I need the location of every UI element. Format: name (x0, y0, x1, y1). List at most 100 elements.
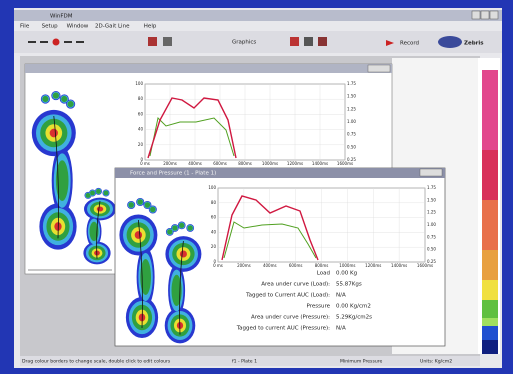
readout-label: Load (317, 271, 330, 277)
y-tick-label: 60 (211, 215, 217, 220)
app-title: WinFDM (50, 14, 73, 20)
y-tick-label: 80 (138, 96, 144, 101)
color-scale[interactable] (482, 70, 498, 354)
toe (179, 223, 184, 228)
y2-tick-label: 1.50 (347, 94, 356, 99)
record-button[interactable]: Record (400, 41, 419, 47)
front-window-title: Force and Pressure (1 - Plate 1) (130, 171, 216, 177)
x-tick-label: 1600ms (417, 263, 433, 268)
save-icon[interactable] (148, 37, 157, 46)
toe (128, 202, 133, 207)
scale-band (482, 300, 498, 318)
menu-item[interactable]: Setup (42, 24, 59, 30)
menu-item[interactable]: Help (144, 24, 157, 30)
x-tick-label: 1200ms (365, 263, 381, 268)
scale-band (482, 280, 498, 300)
y2-tick-label: 1.75 (427, 185, 436, 190)
toe (68, 101, 74, 107)
x-tick-label: 0 ms (140, 161, 150, 166)
forefoot-zone (50, 129, 58, 138)
toe (188, 225, 193, 230)
doc-icon[interactable] (304, 37, 313, 46)
y-tick-label: 80 (211, 200, 217, 205)
readout-label: Area under curve (Pressure): (251, 315, 330, 321)
x-tick-label: 200ms (237, 263, 251, 268)
y2-tick-label: 1.25 (427, 210, 436, 215)
readout-value: N/A (336, 326, 346, 332)
y-tick-label: 20 (211, 244, 217, 249)
toolbar (14, 31, 502, 53)
graphics-dropdown[interactable]: Graphics (232, 40, 256, 46)
x-tick-label: 400ms (263, 263, 277, 268)
x-tick-label: 200ms (163, 161, 177, 166)
y2-tick-label: 1.75 (347, 81, 356, 86)
menu-item[interactable]: File (20, 24, 30, 30)
window-controls[interactable] (368, 65, 390, 72)
toe (104, 191, 109, 196)
readout-value: N/A (336, 293, 346, 299)
stop-icon[interactable] (53, 39, 60, 46)
forefoot-zone (97, 206, 104, 211)
toe (61, 96, 67, 102)
x-tick-label: 1200ms (287, 161, 303, 166)
export-icon[interactable] (318, 37, 327, 46)
layout-icon[interactable] (290, 37, 299, 46)
back-window-titlebar (25, 64, 392, 73)
x-tick-label: 1000ms (339, 263, 355, 268)
x-tick-label: 0 ms (213, 263, 223, 268)
y-tick-label: 20 (138, 142, 144, 147)
x-tick-label: 600ms (213, 161, 227, 166)
x-tick-label: 600ms (289, 263, 303, 268)
logo-text: Zebris (464, 41, 484, 47)
y2-tick-label: 1.25 (347, 106, 356, 111)
scale-band (482, 326, 498, 340)
minimize-button[interactable] (472, 11, 480, 19)
forefoot-zone (135, 231, 142, 239)
status-field: Minimum Pressure (340, 359, 383, 365)
readout-label: Area under curve (Load): (261, 282, 330, 288)
scale-band (482, 250, 498, 280)
pressure-chart: 1008060402001.751.501.251.000.750.500.25… (208, 185, 436, 268)
logo-mark (438, 36, 462, 48)
y2-tick-label: 0.50 (427, 247, 436, 252)
toe (145, 202, 150, 207)
status-field: f1 - Plate 1 (232, 359, 257, 365)
title-bar (14, 10, 502, 21)
readout-label: Tagged to current AUC (Pressure): (236, 326, 330, 332)
readout-value: 55.87Kgs (336, 282, 362, 288)
y2-tick-label: 0.75 (347, 132, 356, 137)
y-tick-label: 40 (211, 229, 217, 234)
toe (150, 207, 155, 212)
y-tick-label: 40 (138, 127, 144, 132)
scale-band (482, 200, 498, 250)
maximize-button[interactable] (481, 11, 489, 19)
window-controls[interactable] (420, 169, 442, 176)
y2-tick-label: 1.00 (427, 222, 436, 227)
status-field: Drag colour borders to change scale, dou… (22, 359, 171, 365)
forefoot-zone (180, 250, 187, 257)
print-icon[interactable] (163, 37, 172, 46)
scale-band (482, 318, 498, 326)
toe (53, 93, 59, 99)
scale-band (482, 150, 498, 200)
readout-value: 0.00 Kg (336, 271, 357, 277)
y-tick-label: 100 (135, 81, 143, 86)
y2-tick-label: 1.00 (347, 119, 356, 124)
close-button[interactable] (490, 11, 498, 19)
toe (137, 199, 142, 204)
x-tick-label: 1400ms (391, 263, 407, 268)
menu-item[interactable]: Window (67, 24, 89, 30)
readout-value: 5.29Kg/cm2s (336, 315, 372, 321)
y-tick-label: 100 (208, 185, 216, 190)
x-tick-label: 1000ms (262, 161, 278, 166)
toe (172, 225, 177, 230)
toe (86, 193, 91, 198)
toe (42, 96, 48, 102)
toe (167, 229, 172, 234)
scale-band (482, 70, 498, 150)
menu-item[interactable]: 2D-Gait Line (95, 24, 130, 30)
force-chart: 1008060402001.751.501.251.000.750.500.25… (135, 81, 356, 166)
y2-tick-label: 0.75 (427, 234, 436, 239)
y2-tick-label: 0.50 (347, 144, 356, 149)
x-tick-label: 1600ms (337, 161, 353, 166)
